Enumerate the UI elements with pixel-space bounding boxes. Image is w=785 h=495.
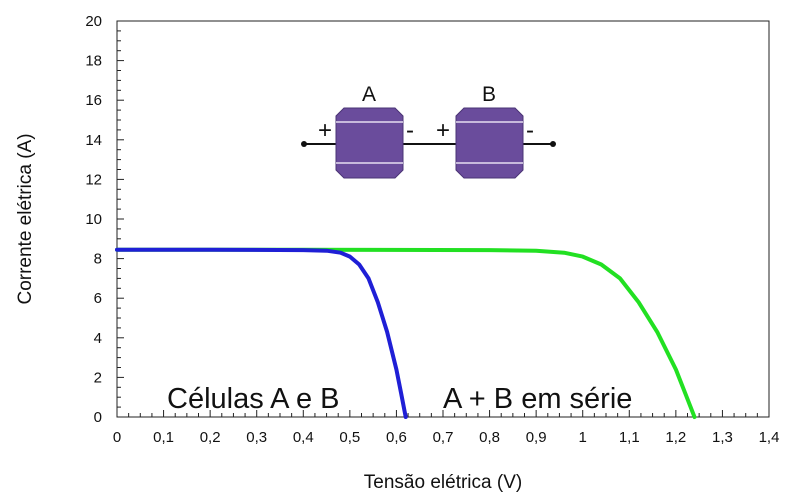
series-line-a-plus-b-series [115, 247, 697, 419]
series-cells-diagram: A B + - + - [301, 83, 556, 179]
x-tick-label: 1,4 [759, 429, 780, 446]
annotation-a-plus-b-series: A + B em série [443, 383, 632, 415]
cell-a-label: A [362, 83, 376, 106]
x-tick-label: 0,8 [479, 429, 500, 446]
x-tick-label: 1,1 [619, 429, 640, 446]
y-tick-label: 4 [94, 330, 102, 347]
y-tick-labels: 0 2 4 6 8 10 12 14 16 18 20 [85, 13, 102, 426]
major-ticks [116, 20, 770, 418]
cell-b-label: B [482, 83, 496, 106]
series-lines [115, 247, 697, 419]
x-tick-label: 0,4 [293, 429, 314, 446]
x-tick-labels: 0 0,1 0,2 0,3 0,4 0,5 0,6 0,7 0,8 0,9 1 1,1 1,2 1,3 1,… [113, 429, 780, 446]
y-tick-label: 8 [94, 251, 102, 268]
y-tick-label: 2 [94, 369, 102, 386]
minor-ticks [117, 30, 758, 417]
series-line-cells-a-b [115, 247, 408, 419]
x-tick-label: 0,1 [153, 429, 174, 446]
x-tick-label: 0,3 [246, 429, 267, 446]
y-tick-label: 10 [85, 211, 102, 228]
cell-a-minus-sign: - [406, 117, 414, 144]
y-tick-label: 18 [85, 53, 102, 70]
x-tick-label: 0,5 [339, 429, 360, 446]
cell-b-minus-sign: - [526, 117, 534, 144]
y-axis-title: Corrente elétrica (A) [15, 133, 36, 304]
x-tick-label: 0 [113, 429, 121, 446]
x-tick-label: 0,2 [200, 429, 221, 446]
x-tick-label: 0,7 [433, 429, 454, 446]
x-tick-label: 0,9 [526, 429, 547, 446]
y-tick-label: 20 [85, 13, 102, 30]
y-tick-label: 0 [94, 409, 102, 426]
cell-b-plus-sign: + [436, 117, 450, 144]
annotation-cells-a-b: Células A e B [167, 383, 340, 415]
solar-cell-b [455, 107, 524, 179]
x-tick-label: 1,2 [665, 429, 686, 446]
solar-cell-a [335, 107, 404, 179]
y-tick-label: 14 [85, 132, 102, 149]
x-axis-title: Tensão elétrica (V) [364, 472, 522, 493]
terminal-right [550, 141, 556, 147]
y-tick-label: 12 [85, 171, 102, 188]
terminal-left [301, 141, 307, 147]
x-tick-label: 0,6 [386, 429, 407, 446]
x-tick-label: 1 [579, 429, 587, 446]
x-tick-label: 1,3 [712, 429, 733, 446]
y-tick-label: 16 [85, 92, 102, 109]
solar-cell-b-body [455, 107, 524, 179]
cell-a-plus-sign: + [318, 117, 332, 144]
y-tick-label: 6 [94, 290, 102, 307]
solar-cell-a-body [335, 107, 404, 179]
